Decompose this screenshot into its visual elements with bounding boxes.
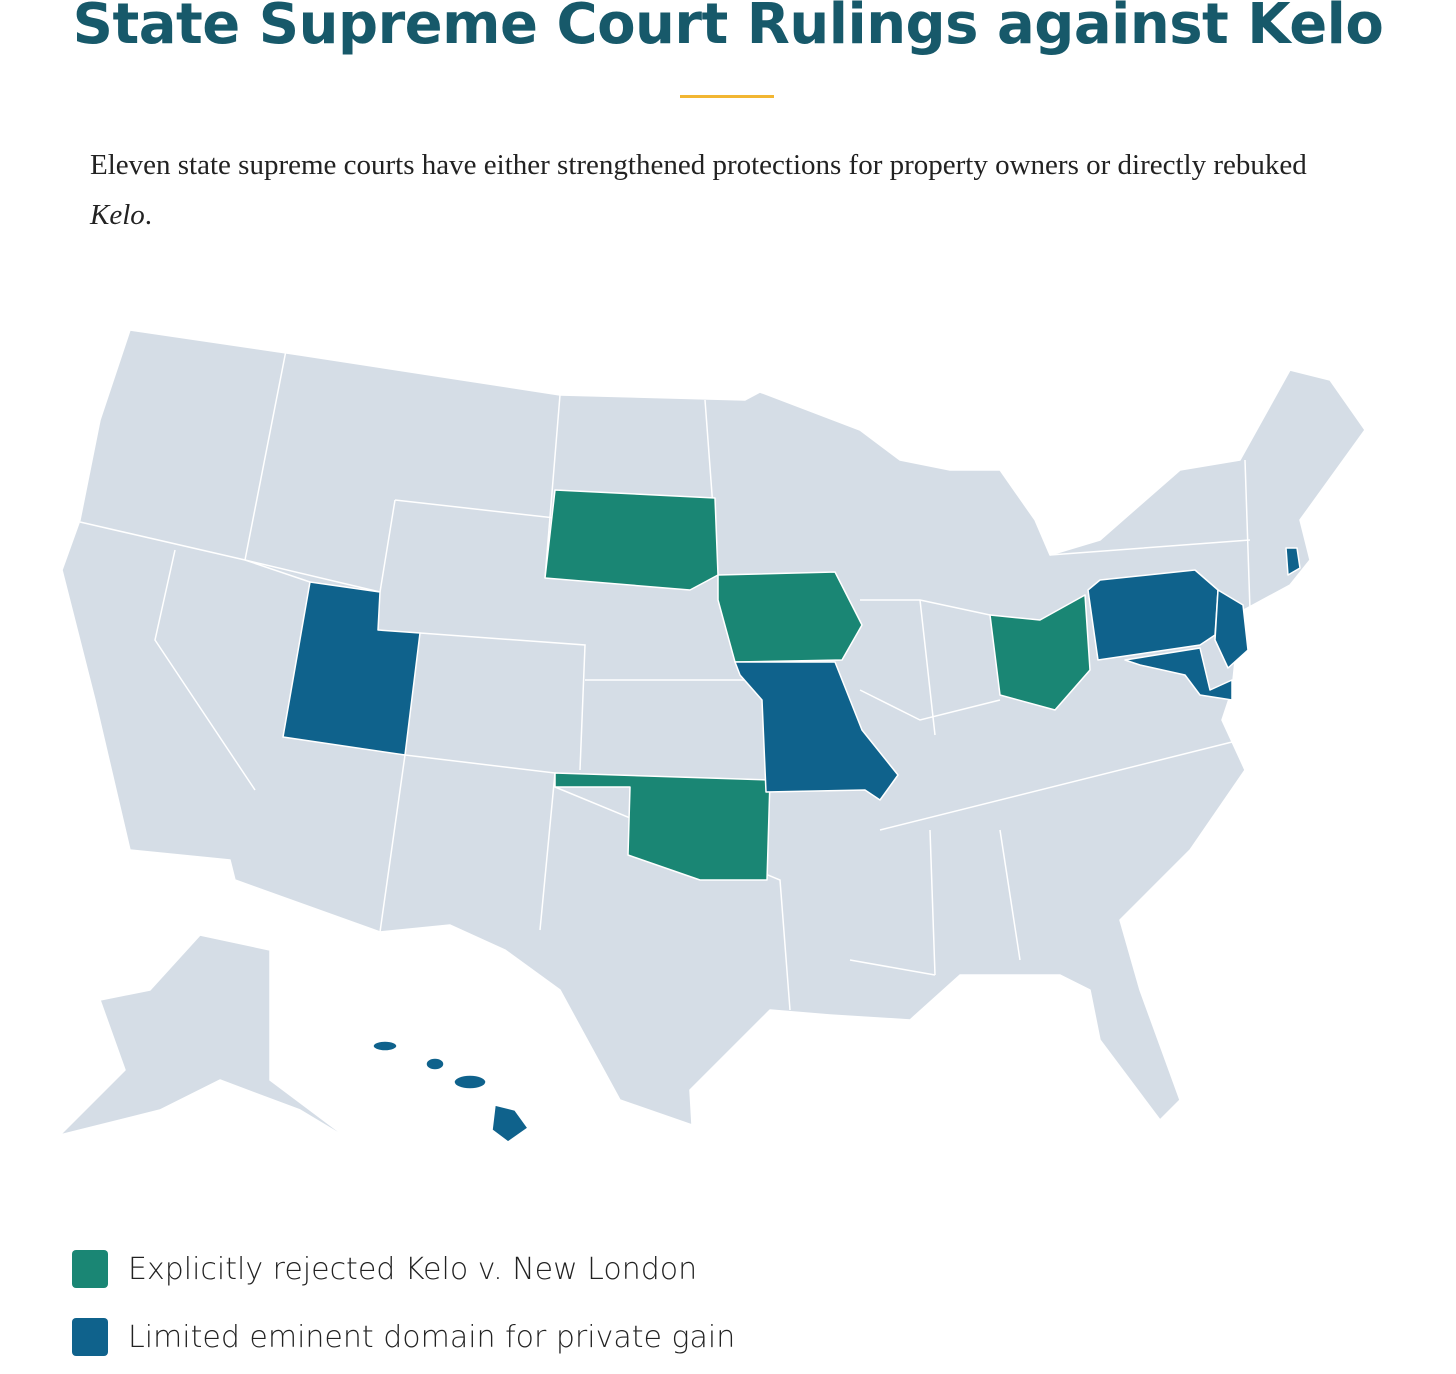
contiguous-us [61, 329, 1366, 1126]
highlight-group-rejected [544, 489, 1091, 881]
legend-swatch [72, 1318, 108, 1356]
description: Eleven state supreme courts have either … [90, 140, 1370, 240]
state [1285, 547, 1301, 576]
title: State Supreme Court Rulings against Kelo [72, 0, 1384, 57]
state [1124, 647, 1233, 701]
legend-item: Explicitly rejected Kelo v. New London [72, 1250, 697, 1288]
state [989, 594, 1091, 711]
base-states [59, 329, 1366, 1141]
description-text: Eleven state supreme courts have either … [90, 149, 1307, 181]
legend-swatch [72, 1250, 108, 1288]
us-map [59, 329, 1366, 1143]
state [282, 581, 421, 756]
legend-label: Limited eminent domain for private gain [128, 1319, 736, 1355]
legend-label: Explicitly rejected Kelo v. New London [128, 1251, 698, 1287]
state [717, 571, 863, 663]
island [491, 1104, 529, 1143]
title-rule [680, 95, 774, 98]
island [372, 1040, 398, 1052]
alaska [59, 934, 351, 1141]
state [734, 661, 899, 801]
island [425, 1057, 445, 1071]
state [554, 772, 771, 881]
legend-item: Limited eminent domain for private gain [72, 1318, 735, 1356]
description-end: . [144, 199, 153, 231]
state [544, 489, 719, 591]
island [453, 1074, 487, 1090]
state [1214, 589, 1249, 669]
highlight-group-limited [282, 547, 1301, 1143]
description-emphasis: Kelo [90, 199, 145, 231]
